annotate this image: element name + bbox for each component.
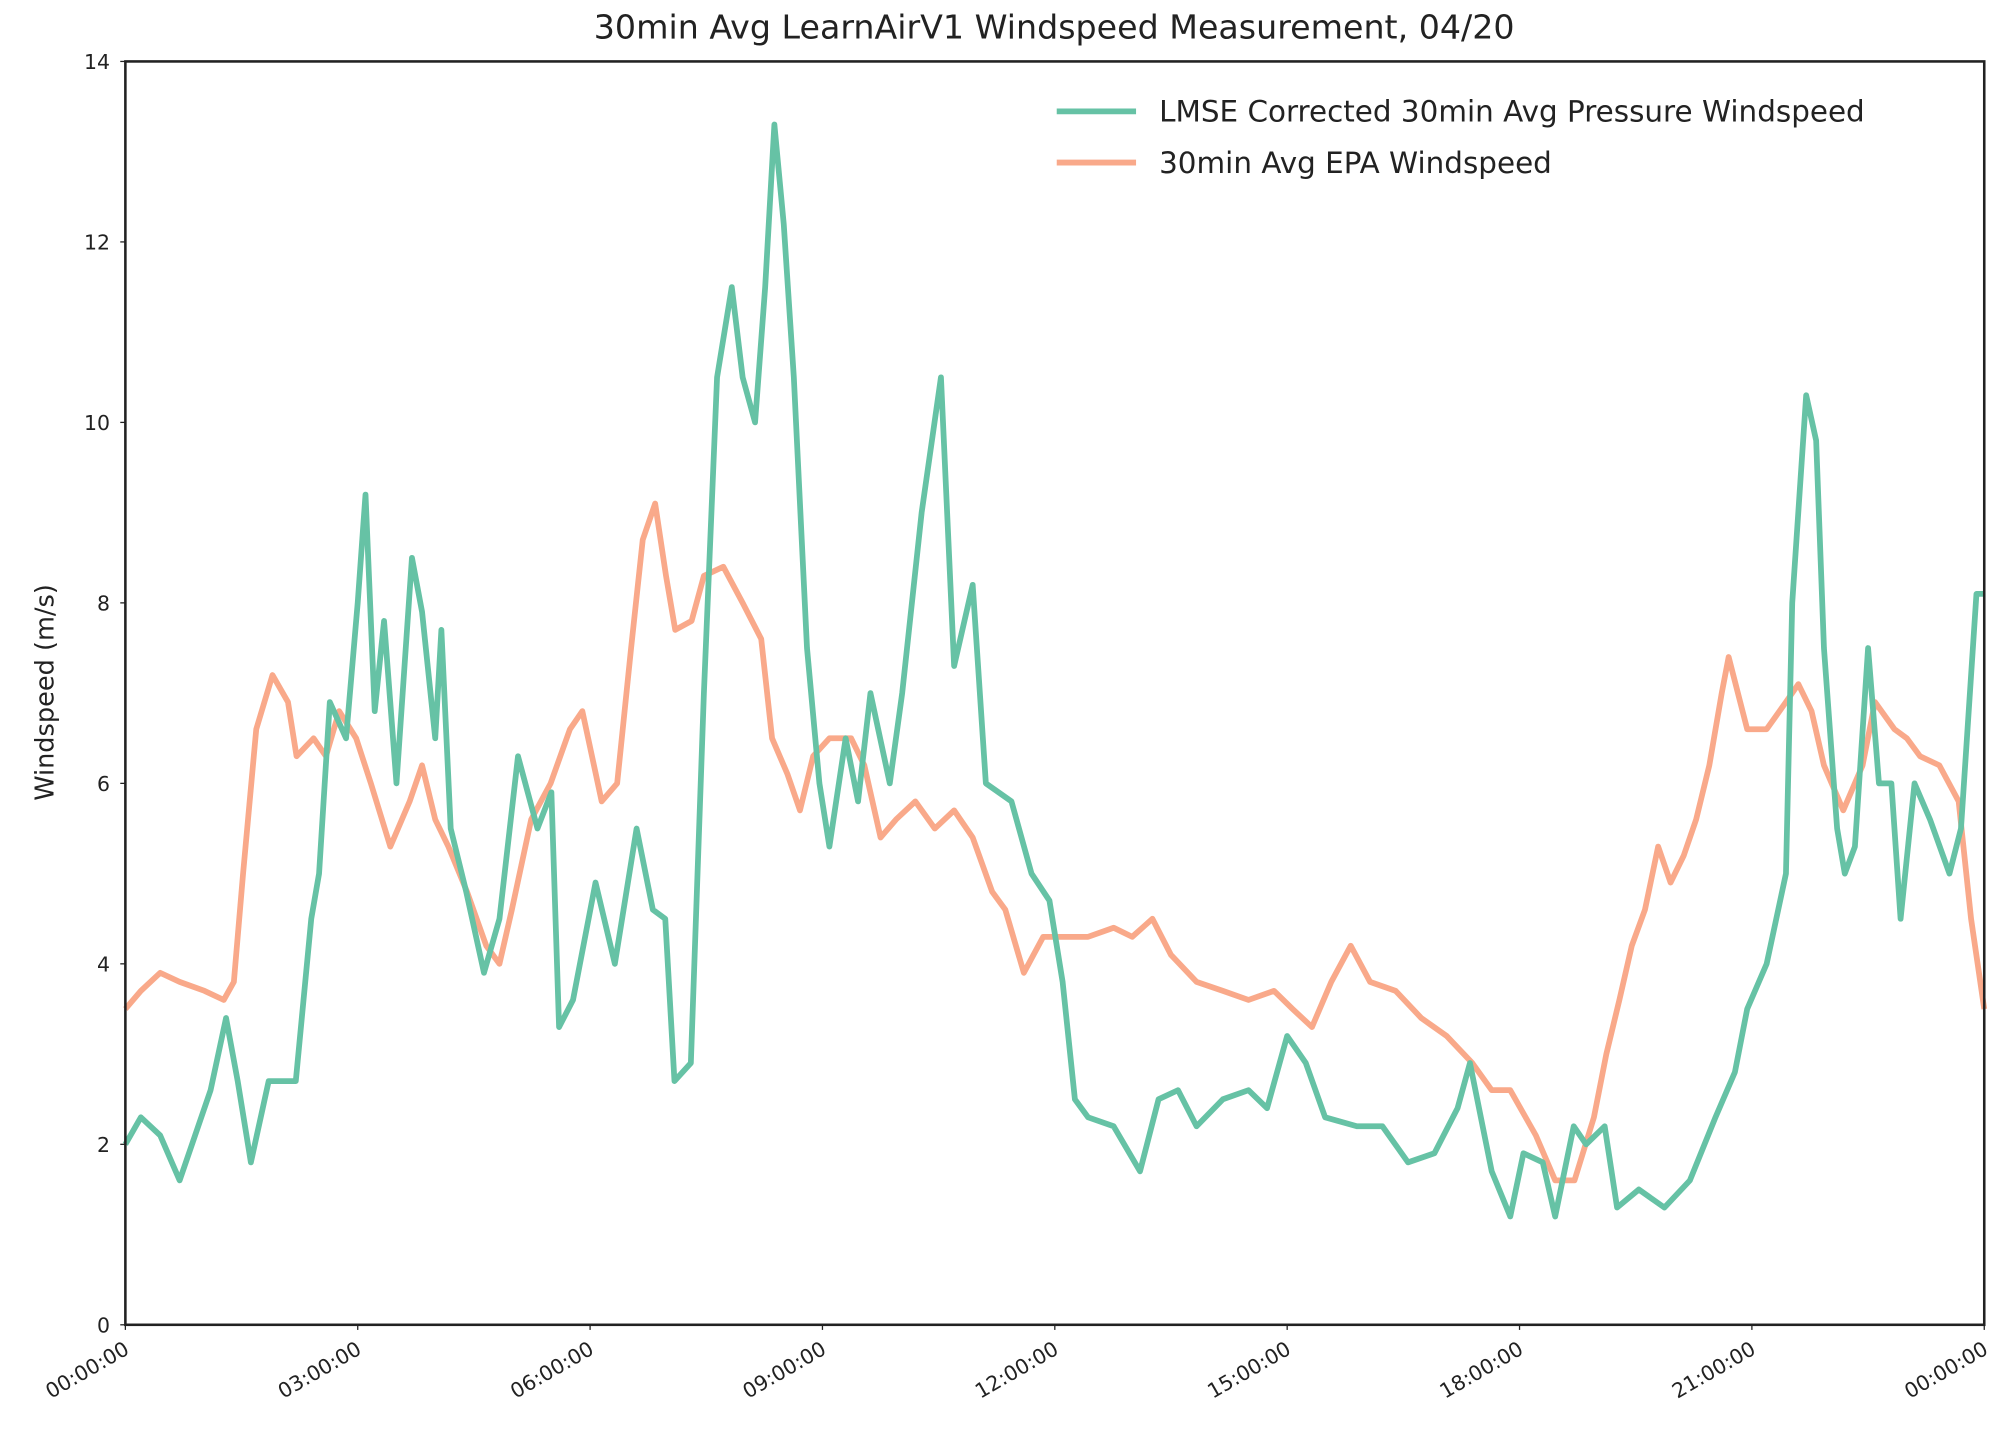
x-tick-label: 00:00:00 bbox=[41, 1337, 133, 1404]
x-tick-label: 06:00:00 bbox=[506, 1337, 598, 1404]
x-tick-label: 09:00:00 bbox=[738, 1337, 830, 1404]
y-tick-label: 2 bbox=[97, 1133, 110, 1157]
y-tick-label: 4 bbox=[97, 953, 110, 977]
y-tick-label: 10 bbox=[84, 411, 110, 435]
x-tick-label: 15:00:00 bbox=[1203, 1337, 1295, 1404]
x-tick-label: 18:00:00 bbox=[1436, 1337, 1528, 1404]
legend-label: LMSE Corrected 30min Avg Pressure Windsp… bbox=[1159, 95, 1865, 129]
plot-frame bbox=[124, 60, 1986, 1327]
y-tick-label: 14 bbox=[84, 50, 110, 74]
y-tick-label: 12 bbox=[84, 231, 110, 255]
x-tick-label: 03:00:00 bbox=[274, 1337, 366, 1404]
legend-label: 30min Avg EPA Windspeed bbox=[1159, 146, 1552, 180]
series-line bbox=[122, 121, 1985, 1220]
y-tick-label: 8 bbox=[97, 592, 110, 616]
series-line bbox=[123, 500, 1988, 1184]
x-tick-label: 00:00:00 bbox=[1900, 1337, 1992, 1404]
y-axis-label: Windspeed (m/s) bbox=[31, 584, 61, 801]
y-tick-label: 6 bbox=[97, 772, 110, 796]
x-tick-label: 21:00:00 bbox=[1668, 1337, 1760, 1404]
y-tick-label: 0 bbox=[97, 1313, 110, 1337]
chart-title: 30min Avg LearnAirV1 Windspeed Measureme… bbox=[594, 7, 1515, 46]
x-tick-label: 12:00:00 bbox=[971, 1337, 1063, 1404]
